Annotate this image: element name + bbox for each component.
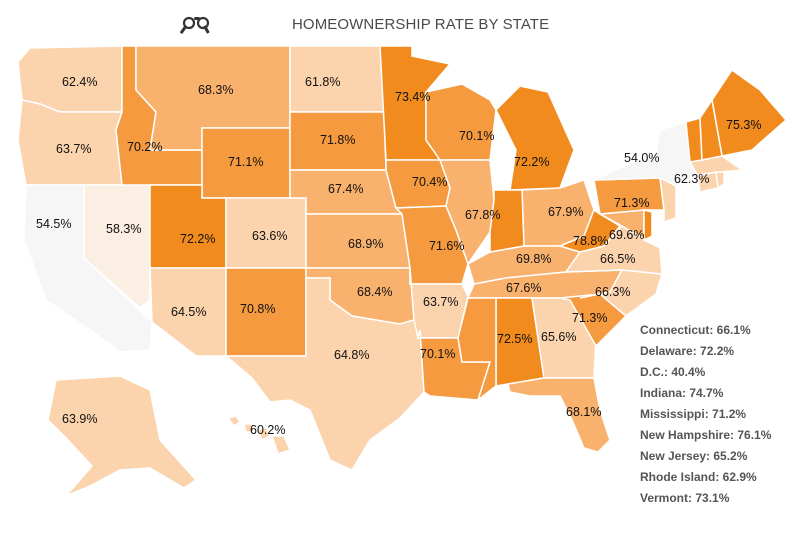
state-label-nevada: 58.3% — [106, 222, 141, 236]
state-label-kentucky: 69.8% — [516, 252, 551, 266]
title-row: HOMEOWNERSHIP RATE BY STATE — [0, 14, 800, 38]
state-label-california: 54.5% — [36, 217, 71, 231]
state-label-utah: 72.2% — [180, 232, 215, 246]
side-note: Vermont: 73.1% — [640, 491, 730, 505]
state-label-oregon: 63.7% — [56, 142, 91, 156]
state-label-virginia: 66.5% — [600, 252, 635, 266]
state-label-texas: 64.8% — [334, 348, 369, 362]
state-label-oklahoma: 68.4% — [357, 285, 392, 299]
state-label-new-mexico: 70.8% — [240, 302, 275, 316]
state-label-south-carolina: 71.3% — [572, 311, 607, 325]
state-label-missouri: 71.6% — [429, 239, 464, 253]
side-note: Delaware: 72.2% — [640, 344, 735, 358]
state-label-idaho: 70.2% — [127, 140, 162, 154]
state-maine — [711, 68, 788, 157]
state-label-maryland: 69.6% — [609, 228, 644, 242]
state-west-virginia — [557, 208, 622, 253]
state-label-north-carolina: 66.3% — [595, 285, 630, 299]
state-utah — [149, 184, 227, 269]
state-label-maine: 75.3% — [726, 118, 761, 132]
state-label-minnesota: 73.4% — [395, 90, 430, 104]
map-title: HOMEOWNERSHIP RATE BY STATE — [292, 16, 550, 33]
state-mississippi — [457, 297, 497, 403]
state-rhode-island — [715, 171, 725, 190]
side-note: Connecticut: 66.1% — [640, 323, 751, 337]
house-keys-icon — [180, 16, 210, 35]
state-label-nebraska: 67.4% — [328, 182, 363, 196]
state-wisconsin — [425, 83, 497, 161]
side-note: Mississippi: 71.2% — [640, 407, 747, 421]
state-michigan — [495, 85, 575, 191]
state-new-hampshire — [699, 98, 723, 161]
state-label-massachusetts: 62.3% — [674, 172, 709, 186]
state-north-carolina — [579, 269, 663, 317]
state-hawaii — [226, 415, 292, 455]
state-label-ohio: 67.9% — [548, 205, 583, 219]
state-labels: 62.4% 63.7% 54.5% 58.3% 70.2% 68.3% 71.1% 72.2%… — [36, 75, 761, 437]
state-label-pennsylvania: 71.3% — [614, 196, 649, 210]
state-new-jersey — [659, 176, 677, 224]
state-label-colorado: 63.6% — [252, 229, 287, 243]
state-label-wyoming: 71.1% — [228, 155, 263, 169]
state-label-georgia: 65.6% — [541, 330, 576, 344]
side-note: Indiana: 74.7% — [640, 386, 724, 400]
state-label-iowa: 70.4% — [412, 175, 447, 189]
state-florida — [507, 377, 611, 453]
state-label-hawaii: 60.2% — [250, 423, 285, 437]
side-note: New Jersey: 65.2% — [640, 449, 748, 463]
state-label-michigan: 72.2% — [514, 155, 549, 169]
state-arizona — [149, 267, 227, 357]
side-note: D.C.: 40.4% — [640, 365, 706, 379]
state-label-south-dakota: 71.8% — [320, 133, 355, 147]
state-label-wisconsin: 70.1% — [459, 129, 494, 143]
side-note: New Hampshire: 76.1% — [640, 428, 772, 442]
state-alaska — [47, 375, 198, 497]
state-label-washington: 62.4% — [62, 75, 97, 89]
state-shapes — [17, 45, 788, 497]
state-delaware — [643, 209, 653, 242]
state-label-arkansas: 63.7% — [423, 295, 458, 309]
state-label-alabama: 72.5% — [497, 332, 532, 346]
state-label-florida: 68.1% — [566, 405, 601, 419]
state-label-kansas: 68.9% — [348, 237, 383, 251]
state-label-montana: 68.3% — [198, 83, 233, 97]
state-label-west-virginia: 78.8% — [573, 234, 608, 248]
state-label-arizona: 64.5% — [171, 305, 206, 319]
state-texas — [223, 277, 425, 471]
state-indiana — [489, 189, 525, 253]
state-label-illinois: 67.8% — [465, 208, 500, 222]
side-note: Rhode Island: 62.9% — [640, 470, 757, 484]
state-label-north-dakota: 61.8% — [305, 75, 340, 89]
state-label-new-york: 54.0% — [624, 151, 659, 165]
state-label-tennessee: 67.6% — [506, 281, 541, 295]
state-label-louisiana: 70.1% — [420, 347, 455, 361]
state-label-alaska: 63.9% — [62, 412, 97, 426]
small-state-notes: Connecticut: 66.1% Delaware: 72.2% D.C.: 4… — [640, 320, 798, 509]
